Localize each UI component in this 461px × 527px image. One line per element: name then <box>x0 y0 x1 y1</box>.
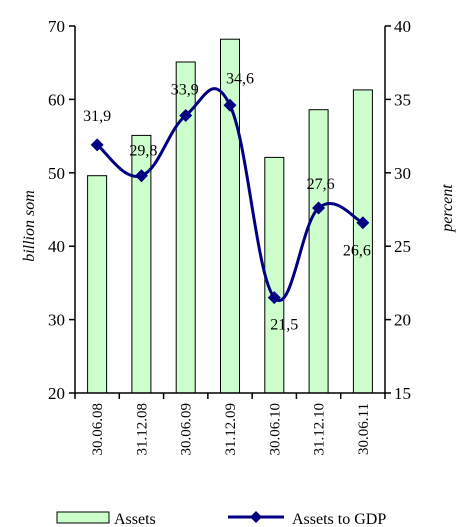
y-left-tick-label: 20 <box>48 384 65 403</box>
data-label-30.06.10: 21,5 <box>270 317 298 334</box>
data-label-31.12.09: 34,6 <box>226 70 254 87</box>
bar-30.06.08 <box>87 175 108 394</box>
y-left-tick-label: 50 <box>48 164 65 183</box>
data-label-30.06.11: 26,6 <box>343 243 371 260</box>
data-label-30.06.09: 33,9 <box>171 82 199 99</box>
y-right-tick-label: 25 <box>394 237 411 256</box>
y-left-tick-label: 60 <box>48 90 65 109</box>
y-left-tick-label: 30 <box>48 311 65 330</box>
point-marker-31.12.10 <box>312 201 326 215</box>
bar-30.06.10 <box>264 156 285 394</box>
data-label-30.06.08: 31,9 <box>83 108 111 125</box>
series-line-assets-to-gdp <box>96 87 364 302</box>
y-right-axis-title: percent <box>439 184 456 233</box>
y-right-tick-label: 20 <box>394 311 411 330</box>
x-tick-label-30.06.10: 30.06.10 <box>267 403 283 456</box>
legend-label-gdp: Assets to GDP <box>292 511 386 527</box>
legend: Assets Assets to GDP <box>56 511 386 527</box>
y-right-tick-label: 30 <box>394 164 411 183</box>
bar-31.12.10 <box>308 109 329 394</box>
point-marker-30.06.08 <box>90 138 104 152</box>
axes-group: 20 30 40 50 60 70 15 20 25 30 35 40 30.06.08 31.12.08… <box>48 17 411 456</box>
x-tick-label-30.06.11: 30.06.11 <box>356 403 372 455</box>
x-tick-label-31.12.09: 31.12.09 <box>223 403 239 456</box>
point-marker-30.06.10 <box>267 291 281 305</box>
y-right-tick-label: 40 <box>394 17 411 36</box>
data-labels-group: 31,9 29,8 33,9 34,6 21,5 27,6 26,6 <box>83 70 371 333</box>
x-tick-label-30.06.09: 30.06.09 <box>179 403 195 456</box>
x-tick-label-31.12.08: 31.12.08 <box>134 403 150 456</box>
point-marker-30.06.11 <box>356 216 370 230</box>
line-series-group <box>90 87 370 305</box>
y-right-tick-label: 35 <box>394 90 411 109</box>
point-marker-31.12.09 <box>223 98 237 112</box>
y-left-tick-label: 70 <box>48 17 65 36</box>
data-label-31.12.08: 29,8 <box>129 143 157 160</box>
bar-30.06.11 <box>352 89 373 394</box>
legend-marker-gdp <box>250 511 262 523</box>
legend-label-assets: Assets <box>114 511 156 527</box>
data-label-31.12.10: 27,6 <box>307 176 335 193</box>
point-marker-30.06.09 <box>179 109 193 123</box>
y-left-axis-title: billion som <box>21 190 38 262</box>
y-right-tick-label: 15 <box>394 384 411 403</box>
x-tick-label-30.06.08: 30.06.08 <box>90 403 106 456</box>
x-tick-label-31.12.10: 31.12.10 <box>312 403 328 456</box>
y-left-tick-label: 40 <box>48 237 65 256</box>
point-marker-31.12.08 <box>134 169 148 183</box>
bars-group <box>87 38 373 394</box>
legend-swatch-assets <box>56 511 110 524</box>
